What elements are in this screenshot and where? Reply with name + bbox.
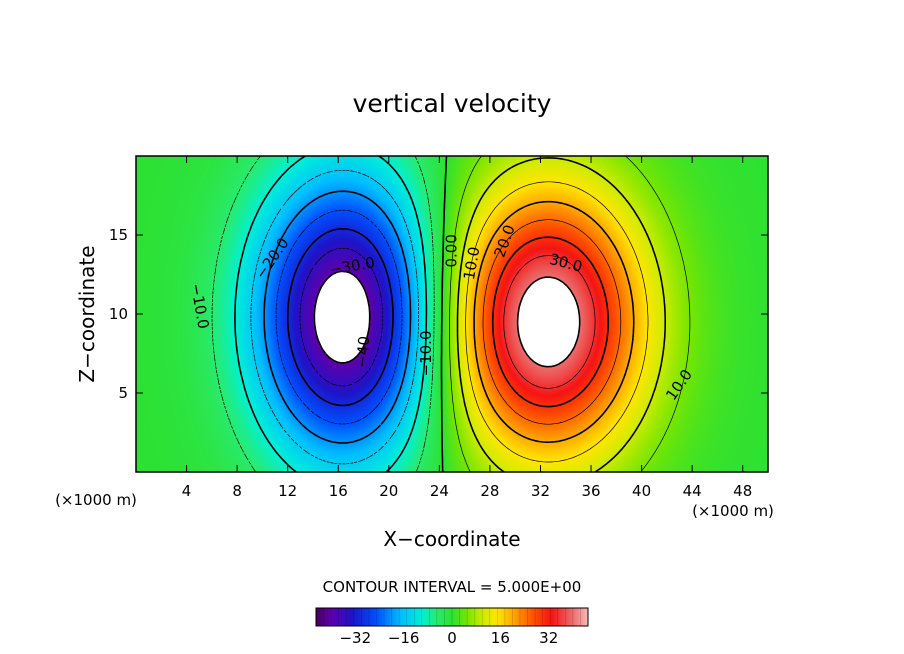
contour-level-35 (503, 255, 596, 389)
contour-level-15 (465, 181, 649, 463)
y-axis-label: Z−coordinate (75, 245, 99, 382)
x-tick-label: 16 (329, 482, 348, 500)
contour-level-40 (516, 276, 581, 368)
x-unit-right: (×1000 m) (692, 502, 774, 520)
contour-lines (211, 156, 691, 472)
x-tick-label: 32 (531, 482, 550, 500)
contour-level-0 (440, 156, 448, 472)
x-axis: 4 8 12 16 20 24 28 32 36 40 44 48 (182, 156, 752, 500)
contour-level-10 (456, 157, 666, 472)
contour-interval-text: CONTOUR INTERVAL = 5.000E+00 (323, 578, 582, 596)
contour-level-minus-35 (299, 247, 384, 387)
contour-level-minus-25 (275, 209, 403, 425)
x-tick-label: 4 (182, 482, 192, 500)
colorbar-tick-label: −16 (388, 629, 420, 647)
x-tick-label: 12 (278, 482, 297, 500)
colorbar-tick-label: 32 (539, 629, 558, 647)
contour-level-minus-5 (211, 156, 435, 472)
x-tick-label: 36 (581, 482, 600, 500)
contour-label: −10.0 (417, 331, 435, 377)
contour-level-minus-30 (286, 228, 394, 407)
y-axis: 5 10 15 (109, 226, 768, 402)
x-tick-label: 44 (683, 482, 702, 500)
y-tick-label: 15 (109, 226, 128, 244)
y-tick-label: 5 (118, 384, 128, 402)
contour-level-minus-15 (250, 169, 419, 465)
contour-level-minus-10 (234, 156, 428, 472)
velocity-field (136, 156, 768, 472)
x-tick-label: 28 (480, 482, 499, 500)
contour-level-25 (482, 219, 622, 425)
y-tick-label: 10 (109, 305, 128, 323)
contour-label: 10.0 (460, 245, 484, 281)
contour-level-minus-20 (263, 190, 412, 444)
contour-label: 0.00 (443, 234, 461, 267)
contour-level-30 (491, 236, 609, 408)
colorbar-tick-label: 16 (491, 629, 510, 647)
colorbar-tick-label: −32 (339, 629, 371, 647)
x-axis-label: X−coordinate (383, 527, 520, 551)
x-tick-label: 40 (632, 482, 651, 500)
x-tick-label: 20 (379, 482, 398, 500)
chart-title: vertical velocity (353, 89, 552, 118)
colorbar (316, 608, 588, 626)
x-tick-label: 24 (430, 482, 449, 500)
colorbar-ticks: −32 −16 0 16 32 (315, 608, 589, 647)
x-tick-label: 8 (232, 482, 242, 500)
contour-level-5 (449, 156, 691, 472)
contour-level-20 (473, 200, 635, 443)
colorbar-tick-label: 0 (447, 629, 457, 647)
x-tick-label: 48 (733, 482, 752, 500)
x-unit-left: (×1000 m) (55, 491, 137, 509)
colorbar-frame (315, 607, 589, 627)
contour-level-minus-40 (313, 270, 371, 364)
contour-label: −40 (353, 335, 374, 368)
